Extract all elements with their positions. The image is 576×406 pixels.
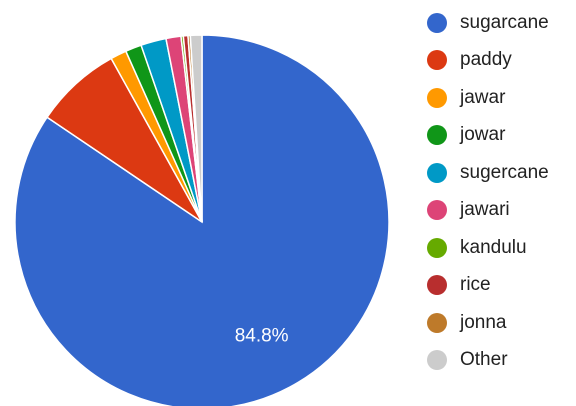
legend-label: jonna [460,311,507,333]
legend-swatch [427,200,447,221]
legend-label: sugarcane [460,11,549,33]
pie-slice-labels: 84.8% [235,325,289,346]
legend-swatch [427,12,447,33]
legend-item: sugarcane [427,4,549,42]
legend-swatch [427,275,447,296]
legend-label: jowar [460,124,506,146]
legend-label: sugercane [460,161,549,183]
legend-item: kandulu [427,229,549,267]
legend-item: sugercane [427,154,549,192]
slice-percent-label: 84.8% [235,325,289,346]
legend-swatch [427,87,447,108]
legend-swatch [427,50,447,71]
legend-item: jonna [427,304,549,342]
legend-item: rice [427,267,549,305]
legend-label: Other [460,349,508,371]
legend-label: jawari [460,199,510,221]
legend-item: jawari [427,192,549,230]
legend-item: paddy [427,42,549,80]
legend-swatch [427,312,447,333]
pie-slice-other [189,34,203,223]
legend-item: jawar [427,79,549,117]
legend-item: Other [427,342,549,380]
legend-label: paddy [460,49,512,71]
legend-swatch [427,237,447,258]
legend-label: kandulu [460,236,527,258]
legend-label: jawar [460,86,506,108]
legend-swatch [427,162,447,183]
legend-item: jowar [427,117,549,155]
legend-swatch [427,350,447,371]
legend-swatch [427,125,447,146]
chart-legend: sugarcane paddy jawar jowar sugercane jawari k… [427,4,549,379]
legend-label: rice [460,274,491,296]
pie-slices [14,34,390,406]
